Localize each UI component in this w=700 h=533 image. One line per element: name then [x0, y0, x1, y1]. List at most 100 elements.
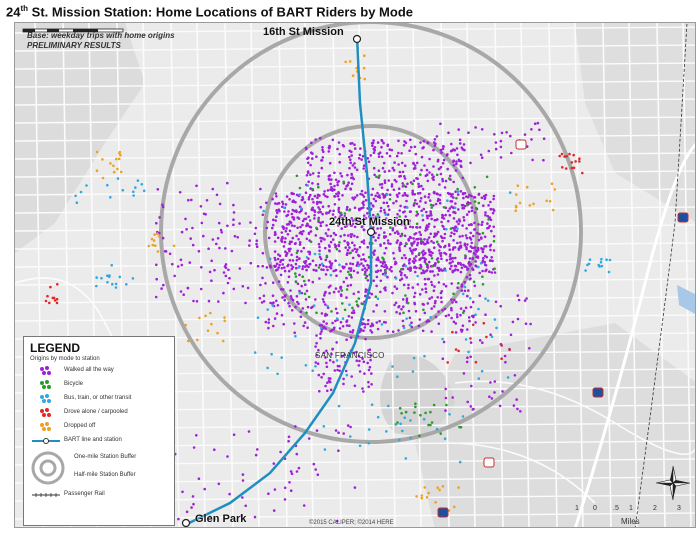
- walk-origin-dot: [370, 372, 373, 375]
- dropoff-origin-dot: [95, 169, 99, 172]
- walk-origin-dot: [318, 324, 322, 327]
- walk-origin-dot: [536, 121, 540, 125]
- walk-origin-dot: [409, 267, 413, 270]
- walk-origin-dot: [332, 231, 336, 235]
- dropoff-origin-dot: [516, 184, 520, 187]
- walk-origin-dot: [402, 264, 405, 268]
- walk-origin-dot: [329, 240, 333, 244]
- walk-origin-dot: [330, 352, 333, 356]
- walk-origin-dot: [342, 280, 346, 284]
- walk-origin-dot: [348, 166, 351, 170]
- water: [677, 285, 695, 314]
- walk-origin-dot: [411, 260, 415, 263]
- walk-origin-dot: [383, 231, 386, 234]
- walk-origin-dot: [411, 252, 414, 255]
- transit-origin-dot: [477, 265, 480, 269]
- transit-origin-dot: [311, 369, 315, 373]
- bicycle-origin-dot: [404, 294, 407, 297]
- dropoff-origin-dot: [204, 314, 207, 318]
- walk-origin-dot: [355, 359, 359, 363]
- walk-origin-dot: [487, 149, 491, 153]
- walk-origin-dot: [346, 173, 349, 177]
- walk-origin-dot: [397, 232, 400, 235]
- transit-origin-dot: [495, 326, 498, 330]
- walk-origin-dot: [435, 232, 438, 236]
- walk-origin-dot: [362, 164, 366, 167]
- walk-origin-dot: [320, 330, 323, 333]
- walk-origin-dot: [304, 259, 308, 263]
- walk-origin-dot: [383, 179, 387, 182]
- walk-origin-dot: [469, 161, 472, 165]
- transit-origin-dot: [599, 260, 603, 264]
- walk-origin-dot: [350, 217, 354, 220]
- walk-origin-dot: [285, 195, 289, 198]
- walk-origin-dot: [380, 139, 384, 143]
- walk-origin-dot: [406, 194, 409, 197]
- walk-origin-dot: [465, 227, 468, 230]
- walk-origin-dot: [292, 192, 296, 196]
- walk-origin-dot: [457, 261, 460, 265]
- walk-origin-dot: [397, 192, 401, 195]
- walk-origin-dot: [509, 333, 513, 337]
- bart-station-glen-park: [181, 518, 191, 527]
- walk-origin-dot: [353, 244, 356, 247]
- walk-origin-dot: [261, 264, 264, 268]
- walk-origin-dot: [357, 157, 361, 160]
- walk-origin-dot: [423, 195, 427, 198]
- walk-origin-dot: [155, 277, 158, 281]
- walk-origin-dot: [404, 256, 408, 260]
- walk-origin-dot: [490, 397, 494, 400]
- walk-origin-dot: [516, 317, 520, 321]
- dropoff-origin-dot: [112, 164, 115, 168]
- walk-origin-dot: [411, 191, 414, 194]
- walk-origin-dot: [384, 246, 388, 250]
- walk-origin-dot: [307, 279, 311, 282]
- walk-origin-dot: [256, 448, 259, 451]
- walk-origin-dot: [286, 233, 290, 236]
- walk-origin-dot: [296, 226, 299, 230]
- drive-origin-dot: [446, 361, 450, 364]
- walk-origin-dot: [390, 185, 394, 188]
- walk-origin-dot: [325, 365, 329, 369]
- walk-origin-dot: [328, 245, 331, 248]
- walk-origin-dot: [284, 229, 288, 233]
- walk-origin-dot: [283, 486, 287, 490]
- walk-origin-dot: [379, 206, 383, 210]
- walk-origin-dot: [388, 154, 392, 158]
- walk-origin-dot: [364, 259, 367, 263]
- walk-origin-dot: [184, 217, 187, 221]
- walk-origin-dot: [355, 350, 358, 354]
- transit-origin-dot: [461, 292, 465, 296]
- street: [682, 23, 692, 527]
- walk-origin-dot: [433, 285, 436, 288]
- bicycle-origin-dot: [472, 280, 476, 284]
- walk-origin-dot: [362, 167, 366, 170]
- walk-origin-dot: [283, 498, 287, 501]
- walk-origin-dot: [294, 262, 298, 266]
- transit-origin-dot: [106, 274, 109, 277]
- walk-origin-dot: [290, 224, 294, 227]
- transit-origin-dot: [508, 191, 512, 194]
- walk-origin-dot: [333, 195, 337, 198]
- transit-origin-dot: [404, 457, 408, 460]
- walk-origin-dot: [307, 195, 311, 199]
- walk-origin-dot: [531, 158, 534, 162]
- walk-origin-dot: [433, 274, 436, 277]
- walk-origin-dot: [282, 322, 286, 326]
- walk-origin-dot: [516, 407, 519, 411]
- walk-origin-dot: [437, 243, 440, 246]
- walk-origin-dot: [406, 182, 409, 186]
- walk-origin-dot: [413, 145, 417, 149]
- walk-origin-dot: [454, 300, 458, 304]
- walk-origin-dot: [513, 374, 517, 377]
- walk-origin-dot: [273, 488, 277, 491]
- walk-origin-dot: [460, 285, 464, 288]
- street: [15, 170, 695, 178]
- map-canvas[interactable]: Base: weekday trips with home origins PR…: [14, 22, 696, 528]
- walk-origin-dot: [346, 248, 350, 252]
- walk-origin-dot: [379, 279, 383, 283]
- walk-origin-dot: [364, 294, 367, 298]
- walk-origin-dot: [285, 252, 289, 255]
- walk-origin-dot: [288, 242, 292, 246]
- walk-origin-dot: [491, 211, 495, 215]
